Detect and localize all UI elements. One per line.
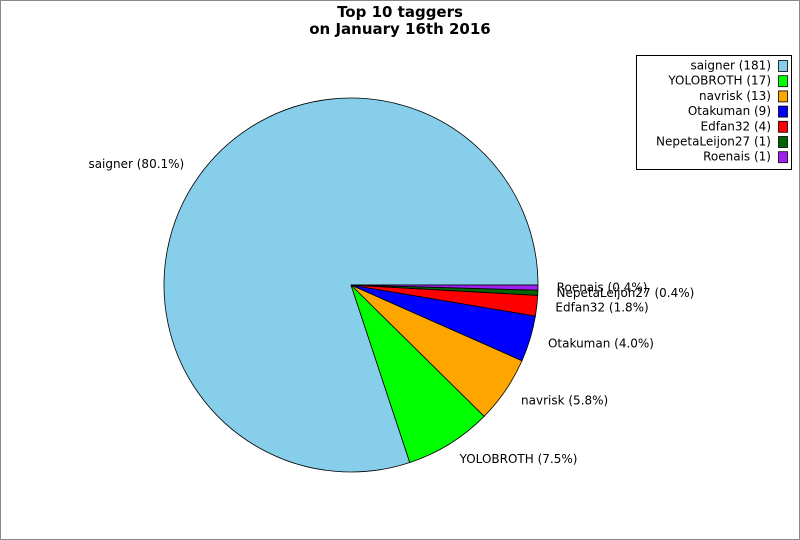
slice-label: YOLOBROTH (7.5%) (459, 452, 578, 466)
chart-title: Top 10 taggers on January 16th 2016 (309, 3, 490, 38)
legend-swatch (778, 60, 788, 72)
legend-label: saigner (181) (690, 59, 771, 73)
slice-label: Edfan32 (1.8%) (555, 300, 648, 314)
slice-label: NepetaLeijon27 (0.4%) (557, 286, 695, 300)
legend-swatch (778, 75, 788, 88)
legend-label: Edfan32 (4) (701, 119, 771, 133)
slice-label: navrisk (5.8%) (521, 393, 608, 407)
legend-box (636, 55, 792, 170)
legend-label: NepetaLeijon27 (1) (656, 135, 771, 149)
legend-swatch (778, 120, 788, 133)
legend-label: Otakuman (9) (688, 104, 771, 118)
legend-label: Roenais (1) (703, 150, 771, 164)
slice-label: Roenais (0.4%) (557, 280, 648, 294)
legend-label: YOLOBROTH (17) (667, 74, 771, 88)
legend-swatch (778, 136, 788, 148)
slice-label: Otakuman (4.0%) (548, 337, 654, 351)
legend-swatch (778, 105, 788, 118)
legend-label: navrisk (13) (699, 89, 771, 103)
slice-label: saigner (80.1%) (88, 157, 184, 171)
pie-slice (350, 284, 539, 291)
legend-swatch (778, 151, 788, 164)
legend-swatch (778, 90, 788, 103)
